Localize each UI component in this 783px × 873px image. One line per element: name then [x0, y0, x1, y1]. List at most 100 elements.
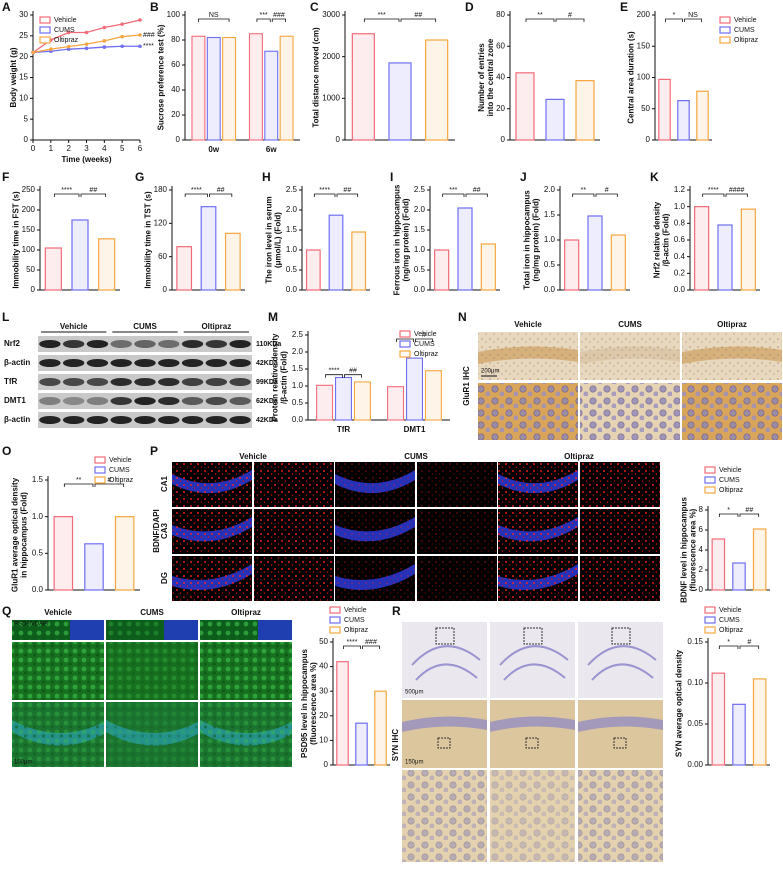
y-axis-label: PSD95 level in hippocampus	[300, 648, 309, 757]
y-tick-label: 0.00	[687, 760, 703, 769]
data-point	[102, 45, 107, 49]
y-tick-label: 2	[699, 565, 704, 574]
y-tick-label: 6	[699, 525, 704, 534]
significance-bracket	[555, 18, 585, 22]
zoom-box	[613, 737, 627, 749]
bar	[53, 516, 74, 591]
size-label: 99KDa	[256, 379, 278, 386]
legend-swatch	[94, 456, 106, 464]
significance-label: ##	[414, 12, 422, 19]
significance-label: ****	[319, 187, 330, 194]
panel-letter: B	[150, 0, 159, 14]
legend-swatch	[39, 26, 51, 34]
data-point	[120, 44, 124, 49]
significance-bracket	[313, 193, 336, 197]
y-axis-label: GluR1 average optical density	[10, 477, 19, 592]
y-axis-label: /β-actin (Fold)	[661, 213, 670, 266]
significance-bracket	[739, 645, 760, 649]
bdnf-signal	[580, 556, 660, 601]
legend-swatch	[39, 16, 51, 24]
data-point	[138, 44, 142, 49]
panel-letter: F	[2, 170, 9, 184]
bdnf-signal	[417, 509, 497, 554]
scale-label: 200μm	[481, 369, 499, 375]
y-tick-label: 30	[19, 10, 28, 19]
data-point	[120, 34, 124, 39]
legend-swatch	[704, 616, 716, 624]
significance-bracket	[325, 374, 343, 378]
group-label: Oltipraz	[201, 322, 231, 331]
legend-label: Oltipraz	[109, 477, 134, 484]
y-axis-label: Body weight (g)	[9, 47, 18, 107]
column-label: Oltipraz	[564, 452, 594, 461]
bar	[206, 36, 221, 141]
bdnf-signal	[498, 509, 578, 554]
y-axis-label: Protein relative density	[270, 333, 279, 422]
x-tick-label: 5	[120, 144, 125, 153]
bdnf-signal	[498, 556, 578, 601]
bar	[694, 206, 710, 291]
bar	[658, 78, 671, 141]
blot-band	[86, 340, 109, 348]
y-tick-label: 1.5	[286, 225, 298, 234]
significance-label: ##	[217, 187, 225, 194]
data-point	[138, 33, 142, 37]
legend-label: Oltipraz	[54, 37, 79, 44]
y-tick-label: 1.5	[32, 475, 44, 484]
bdnf-signal	[580, 509, 660, 554]
y-tick-label: 0.5	[544, 260, 556, 269]
bar	[732, 562, 746, 591]
row-label: CA1	[160, 475, 169, 492]
row-label: DG	[160, 572, 169, 584]
blot-band	[134, 340, 156, 348]
column-label: Oltipraz	[717, 320, 747, 329]
blot-band	[86, 397, 109, 405]
bar	[740, 208, 756, 291]
y-tick-label: 0.0	[414, 285, 426, 294]
panel-letter: R	[392, 604, 401, 618]
micrograph-texture	[478, 383, 578, 440]
bar	[114, 516, 135, 591]
panel-letter: H	[262, 170, 271, 184]
legend-swatch	[94, 476, 106, 484]
y-tick-label: 0.6	[674, 235, 686, 244]
significance-bracket	[94, 483, 125, 487]
y-tick-label: 80	[496, 10, 505, 19]
blot-band	[62, 397, 85, 405]
legend-label: CUMS	[54, 27, 75, 34]
row-label: β-actin	[4, 415, 30, 424]
tissue-band	[578, 716, 663, 732]
y-axis-label: Number of entries	[477, 43, 486, 112]
significance-label: ##	[349, 368, 357, 375]
y-tick-label: 150	[637, 41, 651, 50]
x-tick-label: 0w	[208, 145, 219, 154]
blot-band	[134, 416, 156, 424]
legend-label: CUMS	[719, 617, 740, 624]
significance-label: **	[537, 12, 543, 19]
legend-label: Vehicle	[344, 607, 367, 614]
y-tick-label: 0.10	[687, 678, 703, 687]
blot-band	[229, 378, 251, 386]
legend-label: Vehicle	[109, 457, 132, 464]
y-axis-label: The iron level in serum	[264, 196, 273, 283]
group-label: Vehicle	[60, 322, 88, 331]
y-tick-label: 25	[19, 31, 28, 40]
row-label: TfR	[4, 377, 18, 386]
micrograph-texture	[106, 620, 163, 640]
x-tick-label: 1	[49, 144, 54, 153]
bar	[355, 722, 368, 766]
legend-label: CUMS	[734, 27, 755, 34]
y-tick-label: 2.5	[414, 185, 426, 194]
significance-label: ###	[365, 639, 377, 646]
y-axis-label: (μmol/L) (Fold)	[273, 212, 282, 268]
significance-bracket	[396, 338, 414, 342]
y-axis-label: Total iron in hippocampus	[522, 190, 531, 290]
blot-band	[181, 378, 204, 386]
scale-label: 150μm	[405, 760, 423, 766]
significance-label: ****	[329, 368, 340, 375]
bar	[515, 72, 535, 141]
significance-bracket	[209, 193, 233, 197]
micrograph-texture	[200, 702, 292, 767]
y-tick-label: 2.0	[292, 347, 304, 356]
y-tick-label: 1.0	[286, 245, 298, 254]
